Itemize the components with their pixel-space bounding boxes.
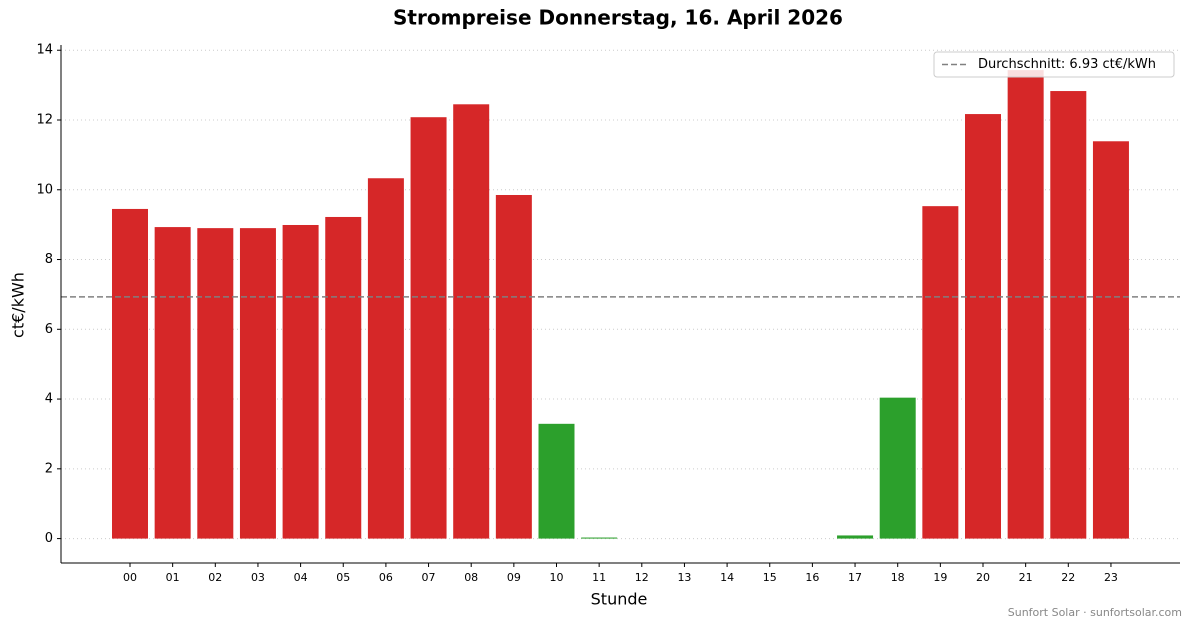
x-tick-label: 13: [677, 571, 691, 584]
x-tick-label: 08: [464, 571, 478, 584]
x-tick-label: 19: [933, 571, 947, 584]
x-tick-label: 23: [1104, 571, 1118, 584]
bar: [410, 117, 447, 539]
y-tick-label: 8: [45, 252, 53, 267]
bar: [197, 228, 234, 539]
x-tick-label: 05: [336, 571, 350, 584]
x-tick-label: 02: [208, 571, 222, 584]
footer: Sunfort Solar · sunfortsolar.com: [1008, 606, 1182, 619]
x-tick-label: 12: [635, 571, 649, 584]
y-tick-label: 10: [36, 182, 53, 197]
x-tick-label: 10: [550, 571, 564, 584]
x-tick-label: 14: [720, 571, 734, 584]
bar: [367, 178, 404, 539]
x-tick-label: 11: [592, 571, 606, 584]
x-tick-label: 22: [1061, 571, 1075, 584]
bar: [538, 423, 575, 539]
bar: [837, 535, 874, 539]
x-tick-label: 09: [507, 571, 521, 584]
x-tick-label: 18: [891, 571, 905, 584]
y-tick-label: 14: [36, 43, 53, 58]
bar: [581, 537, 618, 539]
bar: [495, 194, 532, 539]
bar: [239, 228, 276, 539]
y-tick-label: 6: [45, 322, 53, 337]
bar: [1007, 70, 1044, 539]
y-tick-label: 12: [36, 112, 53, 127]
x-tick-label: 07: [422, 571, 436, 584]
bar: [112, 208, 148, 539]
legend-box: [933, 51, 1175, 78]
x-tick-label: 06: [379, 571, 393, 584]
y-tick-label: 4: [45, 392, 53, 407]
bar: [453, 104, 490, 539]
x-tick-label: 03: [251, 571, 265, 584]
bar: [965, 114, 1001, 539]
bar: [154, 227, 191, 539]
bar: [1050, 91, 1087, 539]
y-tick-label: 2: [45, 461, 53, 476]
x-tick-label: 00: [123, 571, 137, 584]
bar: [282, 224, 319, 539]
x-tick-label: 15: [763, 571, 777, 584]
chart-title: Strompreise Donnerstag, 16. April 2026: [393, 6, 843, 30]
x-axis-label: Stunde: [591, 590, 648, 609]
bar: [1092, 141, 1129, 539]
bar: [325, 216, 362, 539]
x-tick-label: 04: [294, 571, 308, 584]
x-tick-label: 16: [805, 571, 819, 584]
bar: [879, 397, 916, 539]
x-tick-label: 17: [848, 571, 862, 584]
y-axis-label: ct€/kWh: [9, 272, 28, 338]
x-tick-label: 20: [976, 571, 990, 584]
x-tick-label: 01: [166, 571, 180, 584]
x-tick-label: 21: [1019, 571, 1033, 584]
y-tick-label: 0: [45, 531, 53, 546]
bar: [922, 206, 959, 539]
legend-label: Durchschnitt: 6.93 ct€/kWh: [978, 57, 1156, 72]
